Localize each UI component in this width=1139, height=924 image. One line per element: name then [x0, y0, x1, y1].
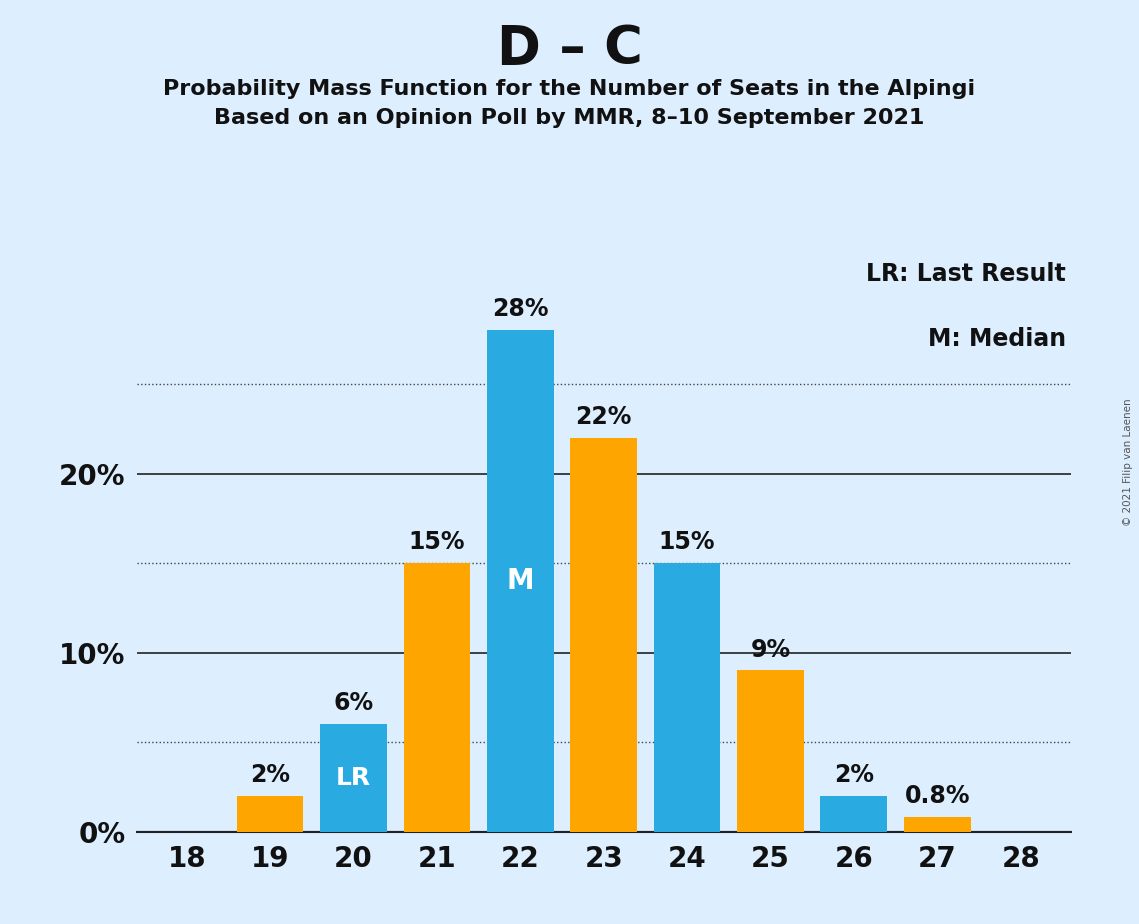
Text: Based on an Opinion Poll by MMR, 8–10 September 2021: Based on an Opinion Poll by MMR, 8–10 Se… [214, 108, 925, 128]
Text: © 2021 Filip van Laenen: © 2021 Filip van Laenen [1123, 398, 1133, 526]
Text: LR: Last Result: LR: Last Result [867, 261, 1066, 286]
Text: Probability Mass Function for the Number of Seats in the Alpingi: Probability Mass Function for the Number… [163, 79, 976, 99]
Text: 0.8%: 0.8% [904, 784, 970, 808]
Bar [820, 796, 887, 832]
Text: 9%: 9% [751, 638, 790, 662]
Text: M: M [507, 567, 534, 595]
Bar [403, 563, 470, 832]
Bar [320, 724, 387, 832]
Text: 15%: 15% [409, 530, 465, 554]
Bar [571, 438, 637, 832]
Text: 2%: 2% [834, 763, 874, 787]
Text: 28%: 28% [492, 298, 549, 322]
Text: LR: LR [336, 766, 371, 790]
Text: M: Median: M: Median [928, 327, 1066, 351]
Bar [237, 796, 303, 832]
Bar [654, 563, 720, 832]
Bar [737, 671, 804, 832]
Text: 2%: 2% [251, 763, 290, 787]
Text: D – C: D – C [497, 23, 642, 75]
Bar [486, 331, 554, 832]
Text: 15%: 15% [658, 530, 715, 554]
Text: 22%: 22% [575, 405, 632, 429]
Bar [904, 817, 970, 832]
Text: 6%: 6% [334, 691, 374, 715]
